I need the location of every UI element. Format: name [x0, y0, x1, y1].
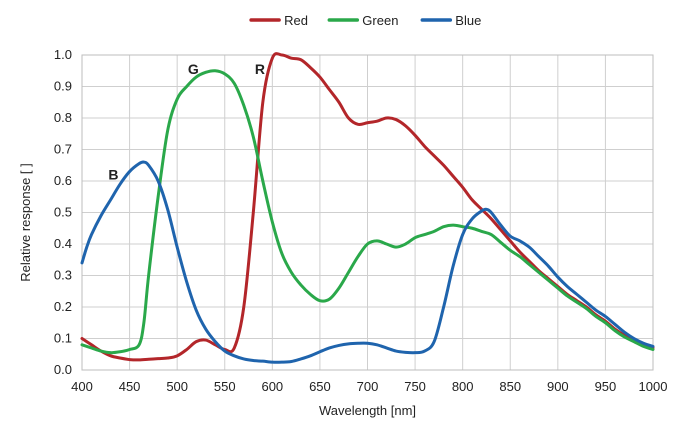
y-tick-label: 0.2 — [54, 299, 72, 314]
y-tick-label: 0.5 — [54, 205, 72, 220]
annotations: B G R — [108, 61, 265, 183]
x-axis-ticks: 400 450 500 550 600 650 700 750 800 850 900 950 1000 — [71, 379, 667, 394]
y-tick-label: 0.6 — [54, 173, 72, 188]
x-tick-label: 950 — [595, 379, 617, 394]
y-tick-label: 0.4 — [54, 236, 72, 251]
annotation-label-b: B — [108, 167, 118, 183]
legend: Red Green Blue — [249, 13, 481, 28]
x-tick-label: 550 — [214, 379, 236, 394]
y-tick-label: 0.7 — [54, 142, 72, 157]
x-tick-label: 500 — [166, 379, 188, 394]
x-tick-label: 700 — [357, 379, 379, 394]
y-tick-label: 0.0 — [54, 362, 72, 377]
x-tick-label: 900 — [547, 379, 569, 394]
y-tick-label: 0.9 — [54, 79, 72, 94]
x-axis-title: Wavelength [nm] — [319, 403, 416, 418]
legend-label-green: Green — [362, 13, 398, 28]
legend-label-red: Red — [284, 13, 308, 28]
x-tick-label: 400 — [71, 379, 93, 394]
annotation-label-r: R — [255, 61, 265, 77]
x-tick-label: 450 — [119, 379, 141, 394]
y-tick-label: 1.0 — [54, 47, 72, 62]
x-tick-label: 800 — [452, 379, 474, 394]
series-line-green — [80, 69, 655, 355]
series-layer — [80, 52, 655, 364]
y-axis-ticks: 0.0 0.1 0.2 0.3 0.4 0.5 0.6 0.7 0.8 0.9 1.0 — [54, 47, 72, 377]
x-tick-label: 750 — [404, 379, 426, 394]
y-tick-label: 0.3 — [54, 268, 72, 283]
plot-frame — [81, 54, 654, 371]
y-axis-title: Relative response [ ] — [18, 163, 33, 282]
x-tick-label: 650 — [309, 379, 331, 394]
y-tick-label: 0.8 — [54, 110, 72, 125]
x-tick-label: 1000 — [639, 379, 668, 394]
x-tick-label: 600 — [261, 379, 283, 394]
y-tick-label: 0.1 — [54, 331, 72, 346]
series-line-blue — [80, 160, 655, 364]
x-tick-label: 850 — [499, 379, 521, 394]
grid — [81, 54, 654, 371]
annotation-label-g: G — [188, 61, 199, 77]
legend-label-blue: Blue — [455, 13, 481, 28]
